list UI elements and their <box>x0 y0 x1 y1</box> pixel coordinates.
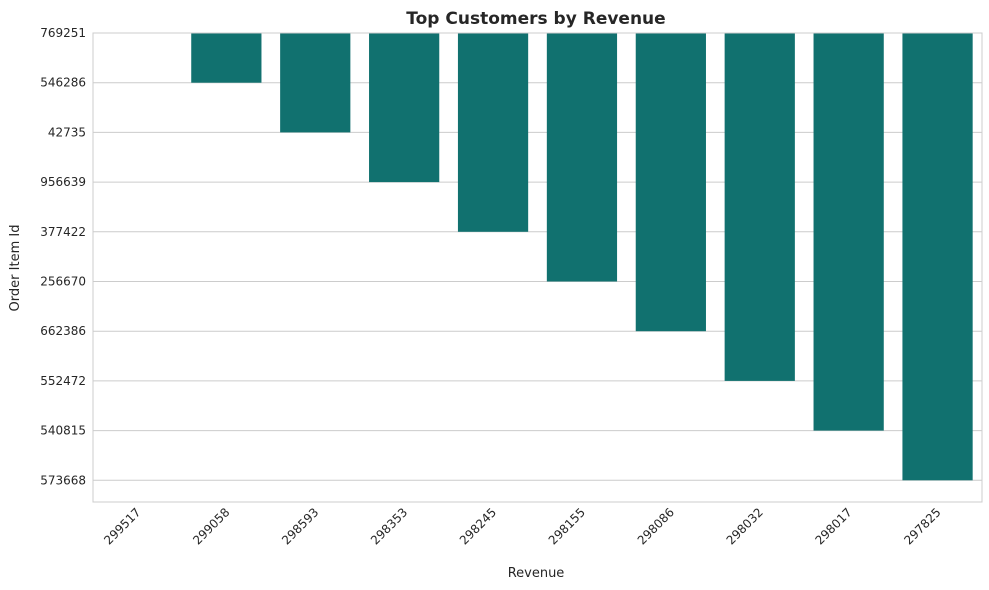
x-axis-label: Revenue <box>508 566 565 581</box>
y-axis-label: Order Item Id <box>8 225 23 312</box>
x-tick-label: 298245 <box>457 505 499 547</box>
x-tick-label: 298017 <box>812 505 854 547</box>
y-tick-label: 662386 <box>40 324 86 338</box>
x-tick-label: 299517 <box>101 505 143 547</box>
x-tick-label: 298353 <box>368 505 410 547</box>
x-tick-label: 299058 <box>190 505 232 547</box>
x-tick-label: 298593 <box>279 505 321 547</box>
y-tick-label: 552472 <box>40 374 86 388</box>
bar-298017 <box>813 33 884 431</box>
bar-298593 <box>280 33 351 133</box>
y-tick-label: 956639 <box>40 175 86 189</box>
y-tick-label: 573668 <box>40 473 86 487</box>
bar-298245 <box>457 33 529 232</box>
bar-299058 <box>191 33 262 83</box>
y-tick-label: 546286 <box>40 76 86 90</box>
y-tick-label: 256670 <box>40 275 86 289</box>
y-tick-label: 42735 <box>48 125 86 139</box>
y-tick-label: 540815 <box>40 424 86 438</box>
bars <box>191 33 973 481</box>
x-tick-label: 298155 <box>546 505 588 547</box>
x-tick-labels: 299517 299058 298593 298353 298245 298155 2980… <box>101 505 943 547</box>
bar-298032 <box>724 33 795 381</box>
chart-title: Top Customers by Revenue <box>406 9 665 29</box>
x-tick-label: 298086 <box>635 505 677 547</box>
bar-298086 <box>635 33 706 332</box>
y-tick-label: 769251 <box>40 26 86 40</box>
x-tick-label: 297825 <box>901 505 943 547</box>
x-tick-label: 298032 <box>724 505 766 547</box>
bar-298353 <box>369 33 440 183</box>
plot-frame <box>92 32 983 503</box>
y-tick-labels: 769251 546286 42735 956639 377422 256670 66238… <box>40 26 86 487</box>
bar-297825 <box>902 33 973 481</box>
y-tick-label: 377422 <box>40 225 86 239</box>
bar-298155 <box>546 33 618 282</box>
